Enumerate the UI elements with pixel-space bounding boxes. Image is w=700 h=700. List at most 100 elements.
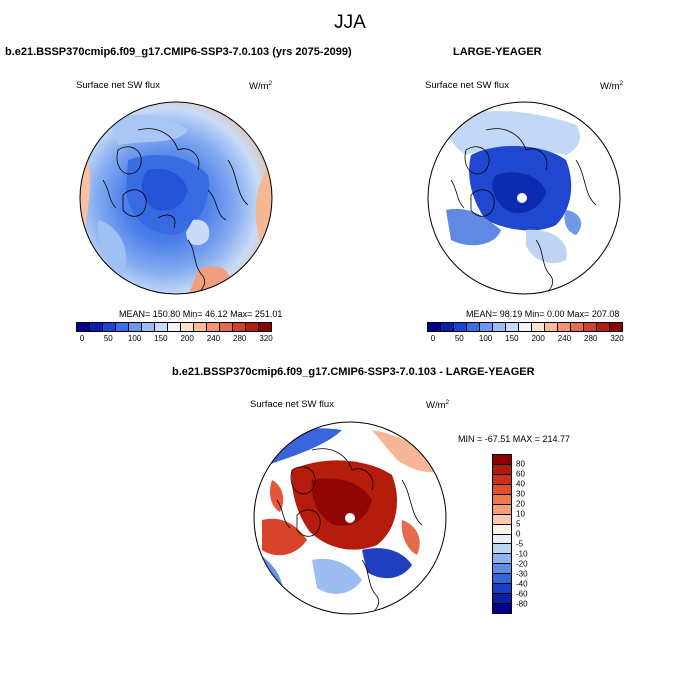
colorbar-tick-label: 40 <box>516 479 525 489</box>
panel3-colorbar-swatches <box>492 454 512 614</box>
colorbar-swatch <box>493 504 511 515</box>
colorbar-swatch <box>558 323 571 331</box>
colorbar-tick-label: 280 <box>233 334 247 343</box>
colorbar-tick-label: 280 <box>584 334 598 343</box>
colorbar-swatch <box>493 584 511 595</box>
colorbar-tick-label: 240 <box>557 334 572 343</box>
colorbar-tick-label: 50 <box>103 334 113 343</box>
colorbar-swatch <box>545 323 558 331</box>
colorbar-swatch <box>103 323 116 331</box>
colorbar-swatch <box>168 323 181 331</box>
colorbar-swatch <box>480 323 493 331</box>
panel2-polar-map <box>427 101 621 295</box>
colorbar-tick-label: 20 <box>516 499 525 509</box>
colorbar-swatch <box>493 524 511 535</box>
panel2-colorbar: 0 50 100 150 200 240 280 320 <box>427 322 624 346</box>
colorbar-tick-label: 200 <box>531 334 545 343</box>
panel1-variable-label: Surface net SW flux <box>76 80 160 91</box>
colorbar-tick-label: -10 <box>516 549 528 559</box>
colorbar-tick-label: 240 <box>206 334 221 343</box>
colorbar-tick-label: 200 <box>180 334 194 343</box>
colorbar-tick-label: 50 <box>454 334 464 343</box>
colorbar-swatch <box>493 594 511 605</box>
panel2-colorbar-ticks: 0 50 100 150 200 240 280 320 <box>427 334 624 346</box>
panel2-units-label: W/m2 <box>600 80 624 93</box>
colorbar-tick-label: 10 <box>516 509 525 519</box>
colorbar-swatch <box>116 323 129 331</box>
colorbar-swatch <box>506 323 519 331</box>
colorbar-swatch <box>467 323 480 331</box>
colorbar-swatch <box>584 323 597 331</box>
colorbar-tick-label: 5 <box>516 519 521 529</box>
colorbar-tick-label: -30 <box>516 569 528 579</box>
colorbar-tick-label: 100 <box>478 334 493 343</box>
colorbar-swatch <box>220 323 233 331</box>
colorbar-swatch <box>493 604 511 613</box>
panel2-stats: MEAN= 98.19 Min= 0.00 Max= 207.08 <box>466 309 620 319</box>
panel1-colorbar: 0 50 100 150 200 240 280 320 <box>76 322 273 346</box>
panel3-variable-label: Surface net SW flux <box>250 399 334 410</box>
panel3-stats: MIN = -67.51 MAX = 214.77 <box>458 434 571 444</box>
colorbar-tick-label: -20 <box>516 559 528 569</box>
colorbar-swatch <box>493 534 511 545</box>
colorbar-swatch <box>610 323 622 331</box>
colorbar-swatch <box>493 494 511 505</box>
colorbar-tick-label: 320 <box>259 334 273 343</box>
colorbar-swatch <box>207 323 220 331</box>
panel1-polar-map <box>79 101 273 295</box>
colorbar-tick-label: 0 <box>79 334 85 343</box>
panel1-header: b.e21.BSSP370cmip6.f09_g17.CMIP6-SSP3-7.… <box>5 46 352 58</box>
colorbar-swatch <box>194 323 207 331</box>
colorbar-swatch <box>246 323 259 331</box>
colorbar-swatch <box>493 574 511 585</box>
colorbar-swatch <box>532 323 545 331</box>
colorbar-swatch <box>493 544 511 555</box>
colorbar-swatch <box>493 455 511 465</box>
colorbar-tick-label: 100 <box>127 334 142 343</box>
colorbar-tick-label: -40 <box>516 579 528 589</box>
colorbar-tick-label: 320 <box>610 334 624 343</box>
panel1-colorbar-ticks: 0 50 100 150 200 240 280 320 <box>76 334 273 346</box>
panel1-units-label: W/m2 <box>249 80 273 93</box>
colorbar-tick-label: -5 <box>516 539 524 549</box>
panel1-colorbar-swatches <box>76 322 272 332</box>
colorbar-swatch <box>519 323 532 331</box>
panel3-header: b.e21.BSSP370cmip6.f09_g17.CMIP6-SSP3-7.… <box>172 366 535 378</box>
colorbar-swatch <box>155 323 168 331</box>
colorbar-tick-label: -80 <box>516 599 528 609</box>
colorbar-tick-label: 60 <box>516 469 525 479</box>
colorbar-swatch <box>428 323 441 331</box>
colorbar-swatch <box>571 323 584 331</box>
season-title: JJA <box>334 12 366 33</box>
colorbar-swatch <box>493 484 511 495</box>
colorbar-swatch <box>259 323 271 331</box>
colorbar-tick-label: 80 <box>516 459 525 469</box>
colorbar-swatch <box>493 464 511 475</box>
colorbar-swatch <box>493 564 511 575</box>
colorbar-swatch <box>454 323 467 331</box>
panel1-stats: MEAN= 150.80 Min= 46.12 Max= 251.01 <box>119 309 283 319</box>
panel3-units-label: W/m2 <box>426 399 450 412</box>
panel3-colorbar-ticks: 80 60 40 30 20 10 5 0 -5 -10 -20 -30 -40 -60 -80 <box>516 454 546 614</box>
panel3-polar-map <box>253 421 447 615</box>
colorbar-swatch <box>597 323 610 331</box>
colorbar-swatch <box>493 554 511 565</box>
panel2-header: LARGE-YEAGER <box>453 46 542 58</box>
colorbar-swatch <box>233 323 246 331</box>
colorbar-tick-label: -60 <box>516 589 528 599</box>
colorbar-swatch <box>493 474 511 485</box>
colorbar-swatch <box>493 514 511 525</box>
colorbar-swatch <box>181 323 194 331</box>
colorbar-swatch <box>77 323 90 331</box>
panel3-colorbar <box>492 454 512 614</box>
colorbar-tick-label: 150 <box>154 334 168 343</box>
colorbar-tick-label: 0 <box>516 529 521 539</box>
panel2-variable-label: Surface net SW flux <box>425 80 509 91</box>
panel2-colorbar-swatches <box>427 322 623 332</box>
colorbar-swatch <box>493 323 506 331</box>
colorbar-swatch <box>129 323 142 331</box>
colorbar-tick-label: 0 <box>430 334 436 343</box>
colorbar-swatch <box>90 323 103 331</box>
colorbar-swatch <box>142 323 155 331</box>
colorbar-tick-label: 30 <box>516 489 525 499</box>
